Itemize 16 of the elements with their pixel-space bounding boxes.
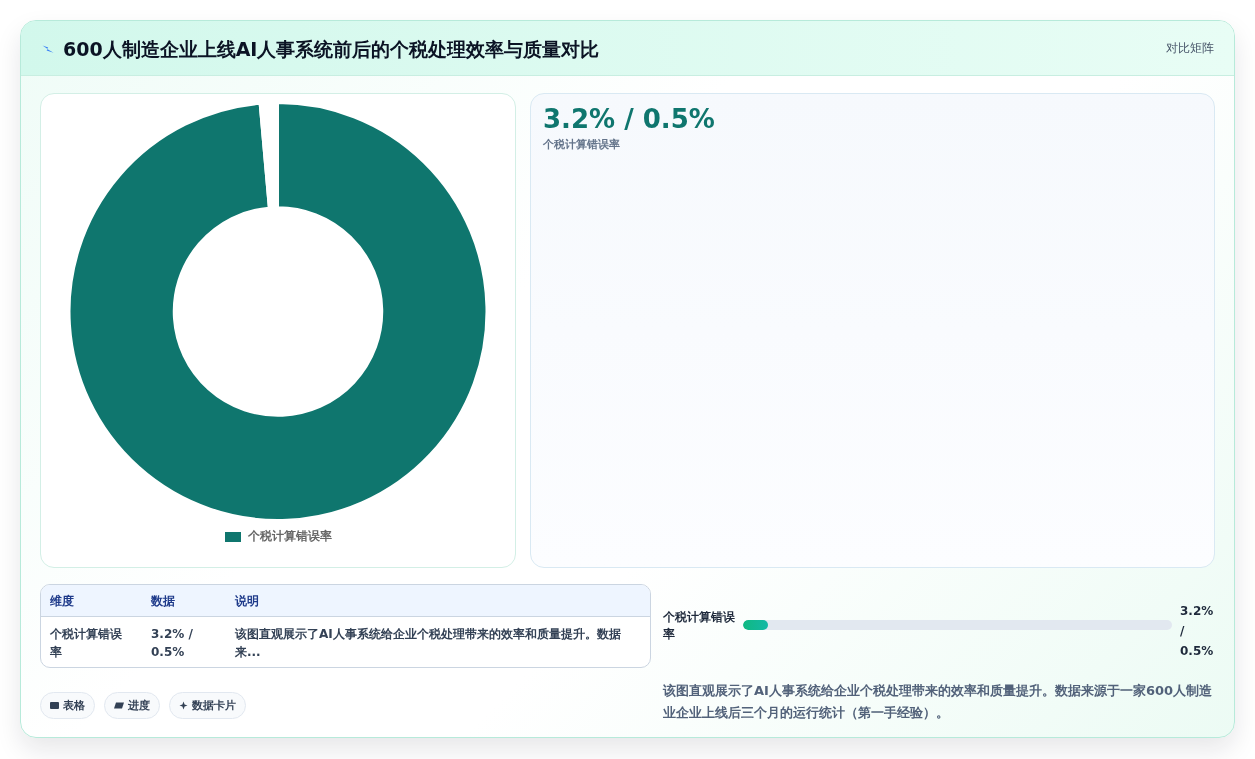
text: 3.2% / 0.5% — [151, 626, 194, 661]
text: 个税计算错误率 — [543, 138, 620, 152]
text: 该图直观展示了AI人事系统给企业个税处理带来的效率和质量提升。数据来... — [235, 626, 622, 661]
text: 说明 — [235, 593, 259, 609]
chart-title: 600人制造企业上线AI人事系统前后的个税处理效率与质量对比 — [63, 37, 600, 61]
text: 该图直观展示了AI人事系统给企业个税处理带来的效率和质量提升。数据来源于一家600人制造业企业上线后三个月的运行统计（第一手经验）。 — [663, 682, 1214, 722]
pill-button[interactable]: 数据卡片 — [169, 692, 246, 719]
text: 3.2% / 0.5% — [1180, 603, 1214, 660]
text: 个税计算错误率 — [663, 609, 736, 643]
text: 对比矩阵 — [1165, 40, 1214, 56]
pill-button[interactable]: 进度 — [104, 692, 160, 719]
text: 数据 — [151, 593, 175, 609]
legend-label: 个税计算错误率 — [247, 529, 332, 544]
text: 维度 — [50, 593, 74, 609]
text: 3.2% / 0.5% — [543, 103, 715, 135]
text: 个税计算错误率 — [50, 626, 123, 661]
